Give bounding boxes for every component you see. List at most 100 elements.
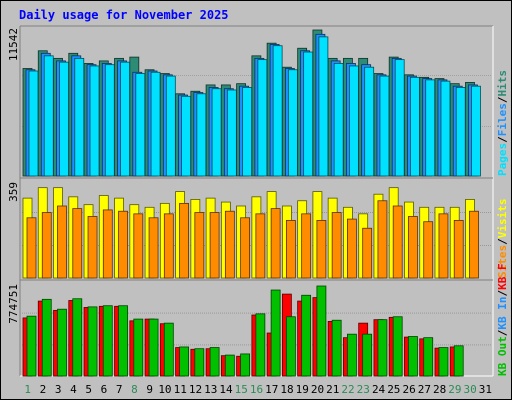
bar-kb-out-day-5 [87,306,98,377]
day-label-4: 4 [70,383,77,396]
chart-title: Daily usage for November 2025 [19,8,229,22]
bar-pages-day-5 [89,65,100,177]
day-label-19: 19 [296,383,309,396]
bar-sites-day-21 [331,212,342,279]
day-label-2: 2 [40,383,47,396]
bar-sites-day-25 [392,205,403,279]
bar-sites-day-10 [163,213,174,279]
bar-sites-day-26 [408,216,418,279]
day-label-22: 22 [341,383,354,396]
legend-entry-kb-f: KB F [496,263,509,290]
day-label-10: 10 [158,383,171,396]
bar-kb-out-day-23 [362,333,373,377]
y-max-label: 11542 [7,28,20,61]
day-label-26: 26 [402,383,415,396]
legend: Sites/Visits [496,199,509,279]
bar-kb-out-day-15 [240,353,251,377]
bar-pages-day-13 [211,88,222,177]
day-label-28: 28 [433,383,446,396]
day-label-11: 11 [174,383,187,396]
bar-pages-day-30 [471,85,481,177]
bar-kb-out-day-2 [41,298,52,377]
bar-sites-day-13 [209,212,220,279]
bar-sites-day-3 [57,205,67,279]
bar-pages-day-11 [181,95,191,177]
bar-kb-out-day-20 [316,285,327,377]
day-label-9: 9 [146,383,153,396]
bar-pages-day-22 [349,65,359,177]
day-label-14: 14 [219,383,233,396]
legend-separator: / [496,136,509,143]
bar-pages-day-17 [272,45,283,177]
bar-sites-day-29 [453,219,464,279]
day-label-15: 15 [235,383,248,396]
bar-pages-day-27 [425,79,436,177]
bar-kb-out-day-28 [438,347,449,377]
bar-pages-day-16 [257,59,268,177]
bar-pages-day-2 [43,55,54,177]
bar-sites-day-30 [469,210,479,279]
bar-sites-day-14 [224,210,235,279]
bar-pages-day-3 [59,61,69,177]
bar-kb-out-day-17 [270,289,281,377]
bar-kb-out-day-25 [392,316,403,377]
day-label-20: 20 [311,383,324,396]
day-label-31: 31 [479,383,492,396]
bar-sites-day-27 [423,221,434,279]
bar-kb-out-day-19 [301,294,312,377]
day-label-7: 7 [116,383,123,396]
day-label-17: 17 [265,383,278,396]
bar-pages-day-10 [165,75,176,177]
bar-pages-day-1 [28,70,39,177]
bar-kb-out-day-1 [26,315,37,377]
bar-pages-day-7 [120,61,130,177]
bar-sites-day-7 [118,210,128,279]
bar-pages-day-21 [333,63,344,177]
day-label-13: 13 [204,383,217,396]
bar-pages-day-15 [242,87,253,177]
day-label-16: 16 [250,383,263,396]
bar-pages-day-29 [455,87,466,177]
bar-pages-day-4 [74,57,85,177]
bar-sites-day-8 [133,213,144,279]
bar-kb-out-day-9 [148,318,159,377]
day-label-5: 5 [85,383,92,396]
bar-sites-day-4 [72,208,83,279]
bar-pages-day-14 [226,89,237,177]
day-label-3: 3 [55,383,62,396]
day-label-18: 18 [280,383,293,396]
legend: KB Out/KB In/KB F [496,263,509,376]
bar-sites-day-18 [285,219,296,279]
bar-sites-day-28 [438,213,449,279]
bar-kb-out-day-24 [377,319,388,377]
bar-kb-out-day-13 [209,347,220,377]
legend-separator: / [496,329,509,336]
bar-kb-out-day-14 [224,354,235,377]
day-label-27: 27 [418,383,431,396]
bar-pages-day-12 [196,93,207,177]
day-label-12: 12 [189,383,202,396]
bar-sites-day-5 [87,216,98,279]
bar-sites-day-11 [179,202,189,279]
bar-kb-out-day-11 [179,346,189,377]
bar-kb-out-day-6 [102,305,113,377]
legend-separator: / [496,238,509,245]
legend-entry-pages: Pages [496,143,509,176]
bar-pages-day-6 [104,64,115,177]
bar-kb-out-day-29 [453,345,464,377]
bar-pages-day-23 [364,66,375,177]
bar-sites-day-15 [240,217,251,279]
bar-kb-out-day-22 [347,333,357,377]
day-label-21: 21 [326,383,339,396]
day-label-8: 8 [131,383,138,396]
legend-entry-kb-in: KB In [496,297,509,330]
legend-entry-kb-out: KB Out [496,336,509,376]
day-label-1: 1 [24,383,31,396]
bar-kb-out-day-12 [194,348,205,377]
bar-sites-day-17 [270,208,281,279]
legend-entry-hits: Hits [496,70,509,97]
bar-sites-day-20 [316,219,327,279]
bar-pages-day-28 [440,80,451,177]
legend-entry-sites: Sites [496,245,509,278]
day-label-6: 6 [101,383,108,396]
